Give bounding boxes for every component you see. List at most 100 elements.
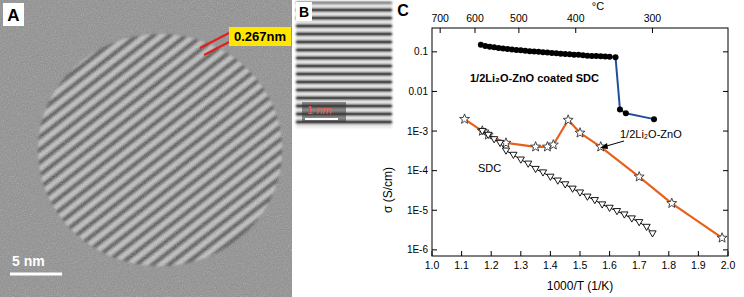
- annotation-box: [229, 27, 291, 46]
- x2-tick-label: 500: [510, 12, 528, 24]
- x-tick-label: 1.8: [661, 259, 676, 271]
- marker-triangle: [554, 178, 561, 184]
- x-tick: [580, 251, 581, 256]
- panel-b: B 1 nm: [296, 2, 392, 128]
- x-tick: [728, 251, 729, 256]
- y-tick: [432, 210, 437, 211]
- scale-bar-label: 1 nm: [307, 104, 331, 116]
- y-tick: [432, 51, 437, 52]
- panel-a: A 0.267nm 5 nm: [0, 0, 292, 297]
- marker-circle: [613, 54, 619, 60]
- x-tick-label: 1.2: [484, 259, 499, 271]
- x-tick-label: 1.0: [425, 259, 440, 271]
- x-tick-label: 1.6: [602, 259, 617, 271]
- y-tick: [723, 170, 728, 171]
- series: [479, 128, 656, 237]
- panel-label-box: [3, 3, 24, 26]
- x-tick: [609, 251, 610, 256]
- x-tick-label: 1.1: [454, 259, 469, 271]
- marker-triangle: [599, 202, 606, 208]
- lattice-spacing: 0.267nm: [234, 29, 286, 44]
- tem-background: [0, 0, 292, 297]
- y-tick: [432, 249, 437, 250]
- marker-triangle: [525, 161, 532, 167]
- marker-triangle: [636, 220, 643, 226]
- x2-tick-label: 400: [567, 12, 585, 24]
- y-tick-label: 1E-5: [407, 205, 429, 216]
- panel-label-box: [296, 2, 312, 21]
- line-segment: [626, 113, 654, 119]
- marker-triangle: [643, 224, 650, 230]
- marker-triangle: [539, 170, 546, 176]
- x2-axis-title: °C: [592, 0, 604, 12]
- series-label: 1/2Li₂O-ZnO coated SDC: [470, 72, 599, 84]
- marker-triangle: [613, 209, 620, 215]
- y-tick-label: 1E-4: [407, 165, 429, 176]
- marker-circle: [623, 110, 629, 116]
- marker-triangle: [649, 231, 656, 237]
- lattice-marker: [200, 33, 229, 48]
- x-tick: [461, 251, 462, 256]
- x-tick-label: 1.4: [543, 259, 558, 271]
- y-tick: [723, 210, 728, 211]
- marker-circle: [651, 116, 657, 122]
- x-tick-label: 1.5: [573, 259, 588, 271]
- marker-triangle: [584, 194, 591, 200]
- series-label: SDC: [478, 162, 501, 174]
- marker-star: [548, 140, 558, 149]
- series-label: 1/2Li₂O-ZnO: [620, 128, 682, 140]
- scale-bar-label: 5 nm: [12, 253, 45, 269]
- x-tick: [432, 251, 433, 256]
- x-tick: [668, 251, 669, 256]
- panel-c: C1.01.11.21.31.41.51.61.71.81.92.0700600…: [381, 0, 735, 293]
- x-tick: [698, 251, 699, 256]
- x2-tick-label: 700: [431, 12, 449, 24]
- x-axis-title: 1000/T (1/K): [547, 279, 613, 293]
- y-tick: [432, 91, 437, 92]
- annotation-arrowhead: [600, 143, 608, 149]
- scale-bar: [10, 273, 62, 276]
- y-tick: [723, 131, 728, 132]
- y-tick-label: 0.01: [409, 86, 429, 97]
- y-tick: [723, 51, 728, 52]
- plot-frame: [432, 28, 728, 256]
- y-tick-label: 1E-6: [407, 244, 429, 255]
- x-tick: [639, 251, 640, 256]
- lattice-marker: [204, 40, 233, 55]
- y-tick-label: 0.1: [414, 46, 428, 57]
- x-tick: [491, 251, 492, 256]
- y-axis-title: σ (S/cm): [381, 167, 395, 213]
- line-segment: [616, 57, 620, 109]
- panel-label: A: [7, 6, 19, 25]
- x2-tick: [475, 28, 476, 33]
- marker-star: [460, 114, 470, 123]
- marker-triangle: [496, 140, 503, 146]
- x2-tick: [440, 28, 441, 33]
- x-tick: [550, 251, 551, 256]
- x2-tick: [652, 28, 653, 33]
- y-tick: [723, 249, 728, 250]
- marker-triangle: [606, 205, 613, 211]
- marker-triangle: [591, 198, 598, 204]
- panel-label: B: [299, 4, 309, 20]
- x-tick-label: 2.0: [721, 259, 736, 271]
- x-tick-label: 1.7: [632, 259, 647, 271]
- series: [460, 114, 727, 242]
- scale-bar: [305, 118, 338, 120]
- y-tick: [723, 91, 728, 92]
- scale-bar-backdrop: [302, 102, 346, 122]
- data-area: [460, 42, 727, 242]
- panel-label: C: [397, 2, 409, 19]
- series-line: [465, 119, 723, 238]
- marker-triangle: [621, 212, 628, 218]
- marker-circle: [617, 107, 623, 113]
- marker-circle: [607, 54, 613, 60]
- marker-star: [667, 198, 677, 207]
- x-tick: [520, 251, 521, 256]
- x2-tick: [575, 28, 576, 33]
- series-line: [482, 131, 652, 233]
- x-tick-label: 1.9: [691, 259, 706, 271]
- x2-tick-label: 300: [644, 12, 662, 24]
- marker-triangle: [628, 216, 635, 222]
- marker-triangle: [562, 182, 569, 188]
